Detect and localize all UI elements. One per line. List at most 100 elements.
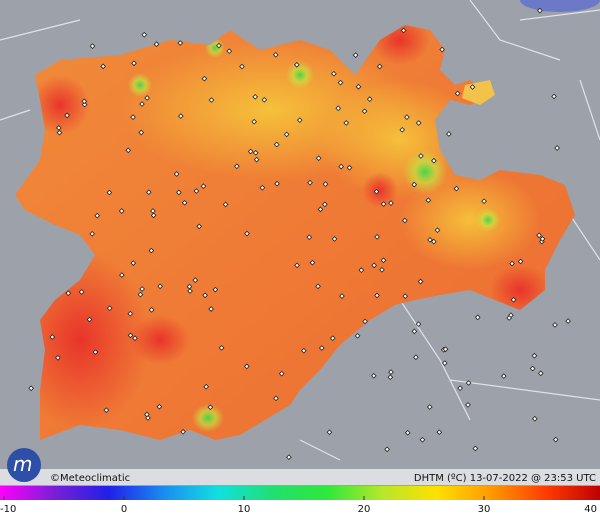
station <box>139 286 145 292</box>
station <box>86 316 93 323</box>
station <box>362 318 368 325</box>
station <box>207 404 214 411</box>
station <box>176 189 182 196</box>
station <box>244 230 250 237</box>
caption-band <box>0 469 600 485</box>
station <box>355 83 362 90</box>
station <box>446 131 452 137</box>
station <box>28 385 34 392</box>
station <box>465 402 471 408</box>
station <box>346 164 353 171</box>
station <box>380 201 387 207</box>
station <box>273 141 280 148</box>
station <box>127 310 134 317</box>
station <box>156 403 163 410</box>
station <box>399 126 406 133</box>
station <box>106 189 113 196</box>
station <box>453 185 460 192</box>
colorbar <box>0 486 600 500</box>
station <box>294 262 300 269</box>
station <box>376 63 383 70</box>
station <box>537 370 544 377</box>
station <box>261 97 268 103</box>
station <box>373 188 380 195</box>
station <box>529 365 536 372</box>
station <box>317 206 324 213</box>
station <box>200 183 207 189</box>
station <box>339 293 345 299</box>
station <box>374 292 380 299</box>
station <box>56 129 63 136</box>
station <box>150 212 157 219</box>
station <box>196 223 203 230</box>
station <box>474 314 481 321</box>
colorbar-tick-label: 20 <box>358 504 371 515</box>
station <box>457 385 463 391</box>
station <box>49 334 56 340</box>
station <box>125 147 132 154</box>
station <box>413 354 419 361</box>
station <box>430 238 437 245</box>
station <box>118 208 125 214</box>
station <box>379 267 385 273</box>
station <box>239 63 245 70</box>
station <box>415 321 422 327</box>
station <box>472 445 479 452</box>
station <box>400 27 407 34</box>
station <box>506 315 512 321</box>
station <box>358 267 365 273</box>
station <box>130 260 137 266</box>
station <box>272 51 279 58</box>
station <box>331 236 338 242</box>
credit: ©Meteoclimatic <box>50 473 130 484</box>
station <box>137 291 144 298</box>
station <box>78 289 85 295</box>
station <box>247 148 254 155</box>
station <box>388 200 394 206</box>
enclave <box>462 80 495 105</box>
station <box>153 41 160 48</box>
station <box>131 60 137 67</box>
station <box>434 227 441 234</box>
station <box>234 163 240 170</box>
station <box>411 328 418 335</box>
station <box>187 288 193 294</box>
station <box>252 93 259 100</box>
station <box>203 383 209 390</box>
station <box>500 373 507 379</box>
station <box>415 120 422 126</box>
station <box>296 117 303 123</box>
station <box>301 347 307 354</box>
station <box>322 181 329 187</box>
station <box>536 232 542 239</box>
station <box>539 236 546 242</box>
caption: DHTM (ºC) 13-07-2022 @ 23:53 UTC <box>414 473 596 484</box>
station <box>150 208 156 214</box>
station <box>331 70 337 77</box>
station <box>177 40 184 46</box>
station <box>286 454 292 461</box>
station <box>426 404 433 410</box>
station <box>337 79 344 86</box>
station <box>132 335 138 342</box>
station <box>352 52 359 58</box>
station <box>322 201 328 208</box>
station <box>202 292 208 299</box>
station <box>283 131 290 138</box>
station <box>89 43 96 49</box>
station <box>425 197 432 204</box>
station <box>388 369 394 375</box>
station <box>208 97 215 103</box>
station <box>218 345 225 351</box>
station <box>251 118 258 125</box>
station <box>411 181 418 188</box>
station <box>419 436 426 443</box>
station <box>216 42 222 49</box>
station <box>509 260 515 267</box>
station <box>510 297 517 303</box>
station <box>144 95 150 101</box>
station <box>309 259 316 266</box>
station <box>212 286 219 293</box>
station <box>106 305 113 312</box>
